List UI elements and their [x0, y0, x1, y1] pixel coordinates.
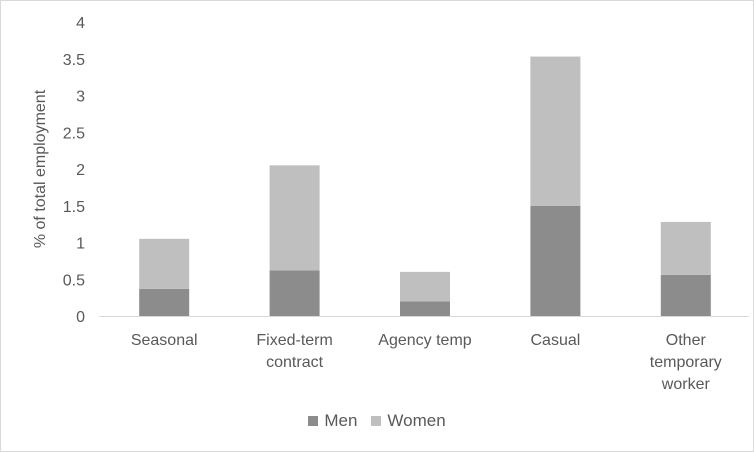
y-tick-label: 0.5	[63, 272, 85, 289]
y-tick-label: 2.5	[63, 125, 85, 142]
legend-swatch-women	[371, 416, 382, 426]
bar-men	[400, 301, 450, 316]
y-tick-label: 4	[76, 15, 85, 32]
x-tick-label: Casual	[530, 332, 580, 349]
bar-women	[530, 56, 581, 206]
bar-women	[139, 238, 190, 289]
x-tick-label: temporary	[650, 354, 722, 371]
y-tick-label: 3.5	[63, 52, 85, 69]
x-tick-label: Agency temp	[378, 332, 471, 349]
legend-item-women: Women	[371, 411, 446, 431]
bar-women	[400, 271, 450, 302]
legend-item-men: Men	[308, 411, 357, 431]
y-tick-label: 1.5	[63, 199, 85, 216]
y-tick-label: 3	[76, 89, 85, 106]
legend-swatch-men	[308, 416, 319, 426]
bar-women	[660, 221, 711, 275]
x-tick-label: Seasonal	[131, 332, 198, 349]
bar-men	[530, 205, 581, 316]
y-tick-label: 1	[76, 236, 85, 253]
x-tick-label: Other	[666, 332, 707, 349]
legend: Men Women	[1, 411, 753, 431]
bar-men	[139, 288, 190, 316]
y-tick-label: 0	[76, 309, 85, 326]
x-tick-label: contract	[266, 354, 323, 371]
bar-women	[269, 165, 320, 271]
y-axis-title: % of total employment	[32, 89, 49, 248]
legend-label-women: Women	[387, 411, 446, 430]
x-tick-label: Fixed-term	[256, 332, 332, 349]
bar-men	[269, 270, 320, 316]
x-tick-label: worker	[661, 376, 711, 393]
legend-label-men: Men	[324, 411, 358, 430]
y-tick-label: 2	[76, 162, 85, 179]
bar-men	[660, 274, 711, 316]
